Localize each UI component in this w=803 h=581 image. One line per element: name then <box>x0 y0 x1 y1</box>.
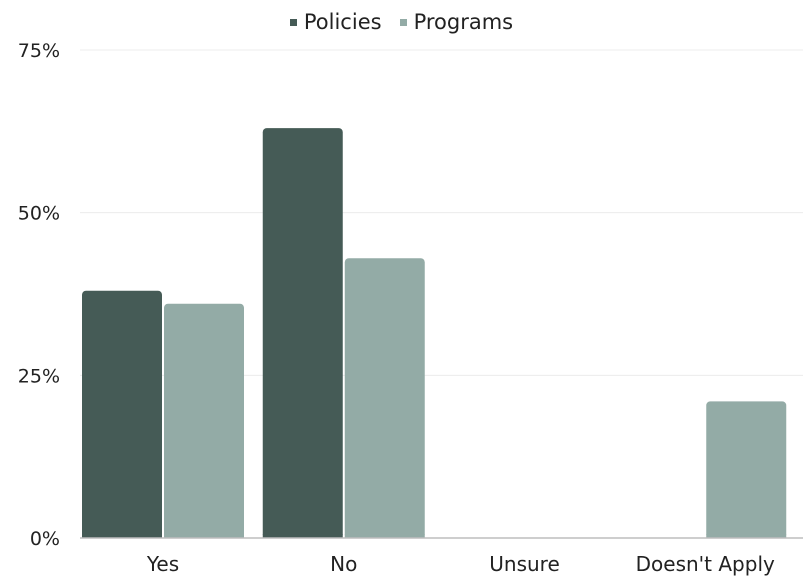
legend-swatch-programs <box>399 18 407 26</box>
legend-label-programs: Programs <box>413 10 514 34</box>
bar-base-programs <box>164 534 244 538</box>
y-tick-label: 25% <box>18 365 60 387</box>
bar-base-policies <box>262 534 343 538</box>
bar-base-programs <box>344 534 425 538</box>
chart-legend: Policies Programs <box>0 8 803 36</box>
bar-programs-doesn-t-apply <box>706 401 787 538</box>
bar-programs-yes <box>164 303 244 538</box>
bar-programs-no <box>344 258 425 538</box>
bar-policies-yes <box>82 290 162 538</box>
y-tick-label: 75% <box>18 40 60 62</box>
legend-swatch-policies <box>289 18 297 26</box>
legend-item-programs: Programs <box>399 10 514 34</box>
bar-base-policies <box>82 534 162 538</box>
y-tick-label: 50% <box>18 203 60 225</box>
y-tick-label: 0% <box>30 528 60 550</box>
x-tick-label: Yes <box>146 552 179 576</box>
legend-label-policies: Policies <box>303 10 382 34</box>
x-tick-label: Doesn't Apply <box>636 552 775 576</box>
bar-policies-no <box>262 128 343 538</box>
legend-item-policies: Policies <box>289 10 382 34</box>
x-tick-label: No <box>330 552 357 576</box>
bar-base-programs <box>706 534 787 538</box>
x-tick-label: Unsure <box>489 552 560 576</box>
